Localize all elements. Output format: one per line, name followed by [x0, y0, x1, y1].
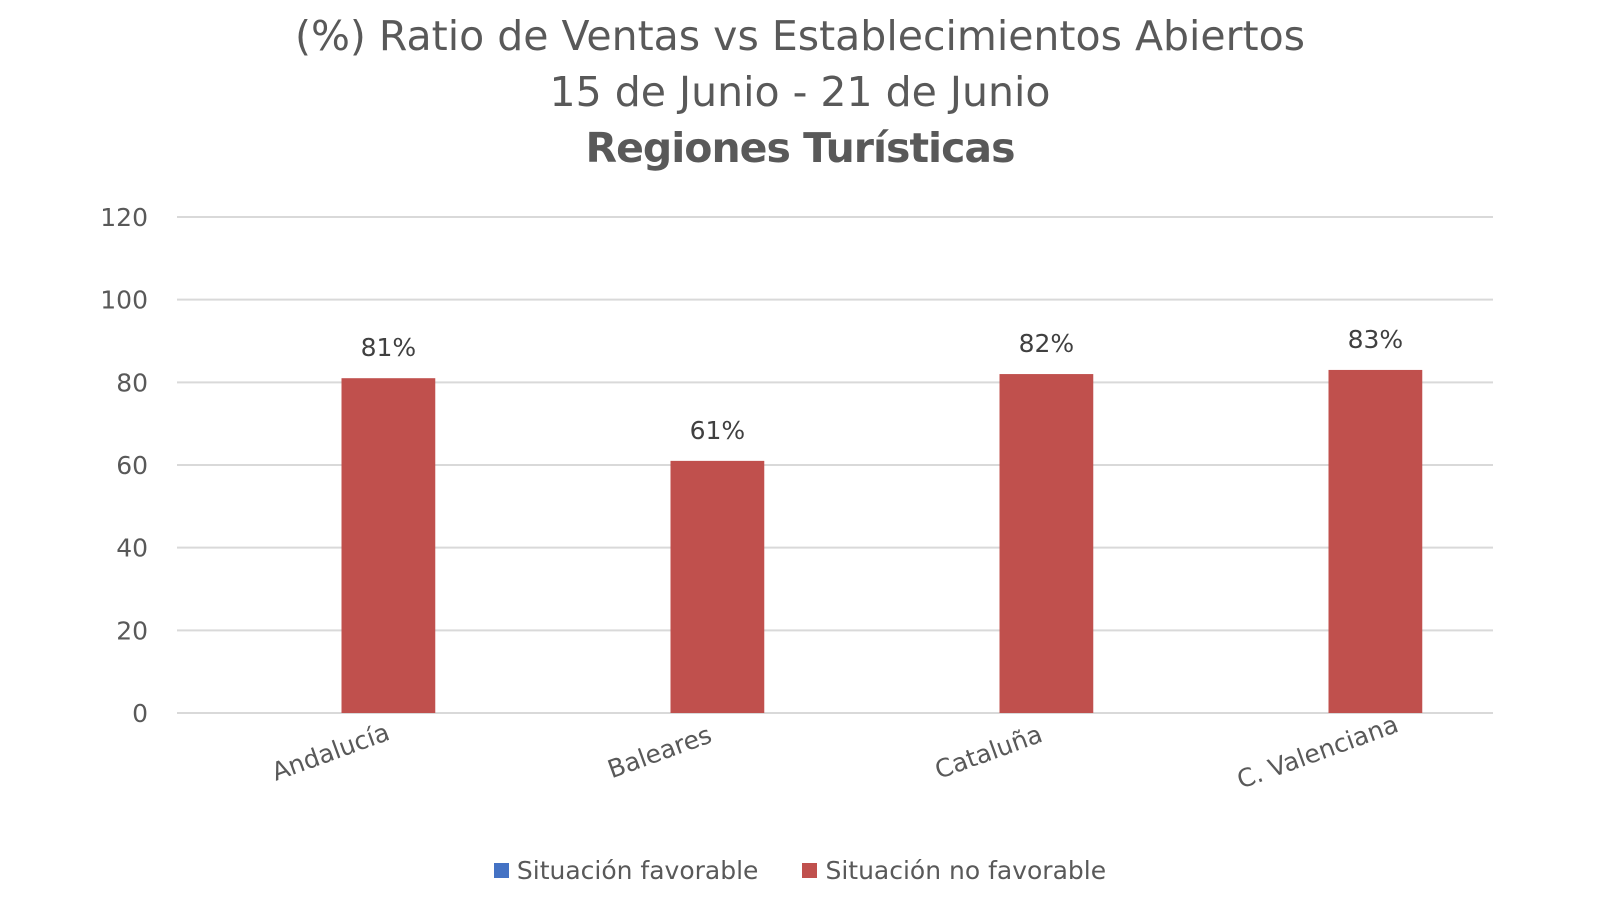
- y-axis-ticks: 0 20 40 60 80 100 120: [100, 203, 148, 728]
- x-tick-label-catalu-a: Cataluña: [931, 719, 1046, 785]
- legend: Situación favorable Situación no favorab…: [0, 856, 1600, 885]
- data-labels: 81% 61% 82% 83%: [361, 325, 1404, 445]
- legend-item-no-favorable: Situación no favorable: [802, 856, 1106, 885]
- data-label-andaluc-a: 81%: [361, 333, 417, 362]
- x-axis-ticks: Andalucía Baleares Cataluña C. Valenciana: [268, 709, 1402, 794]
- y-tick-label-100: 100: [100, 286, 148, 315]
- chart-title-line-2: 15 de Junio - 21 de Junio: [549, 68, 1051, 116]
- data-label-c-valenciana: 83%: [1348, 325, 1404, 354]
- chart-title: (%) Ratio de Ventas vs Establecimientos …: [0, 8, 1600, 176]
- bar-catalu-a: [999, 374, 1094, 713]
- y-tick-label-120: 120: [100, 203, 148, 232]
- y-tick-label-80: 80: [116, 368, 148, 397]
- x-tick-label-c-valenciana: C. Valenciana: [1233, 709, 1402, 794]
- x-tick-label-andaluc-a: Andalucía: [268, 717, 393, 786]
- data-label-baleares: 61%: [690, 416, 746, 445]
- data-label-catalu-a: 82%: [1019, 329, 1075, 358]
- bar-c-valenciana: [1328, 369, 1423, 713]
- y-tick-label-40: 40: [116, 534, 148, 563]
- legend-swatch-favorable: [493, 863, 509, 878]
- x-tick-label-baleares: Baleares: [604, 720, 716, 784]
- bar-baleares: [670, 460, 765, 713]
- legend-item-favorable: Situación favorable: [493, 856, 759, 885]
- chart-title-line-3: Regiones Turísticas: [585, 124, 1016, 172]
- y-tick-label-0: 0: [132, 699, 148, 728]
- legend-swatch-no-favorable: [802, 863, 818, 878]
- bar-andaluc-a: [341, 378, 436, 713]
- chart-title-line-1: (%) Ratio de Ventas vs Establecimientos …: [294, 12, 1306, 60]
- bars: [341, 369, 1423, 713]
- legend-label-favorable: Situación favorable: [516, 856, 759, 885]
- legend-label-no-favorable: Situación no favorable: [825, 856, 1107, 885]
- y-tick-label-20: 20: [116, 616, 148, 645]
- y-tick-label-60: 60: [116, 451, 148, 480]
